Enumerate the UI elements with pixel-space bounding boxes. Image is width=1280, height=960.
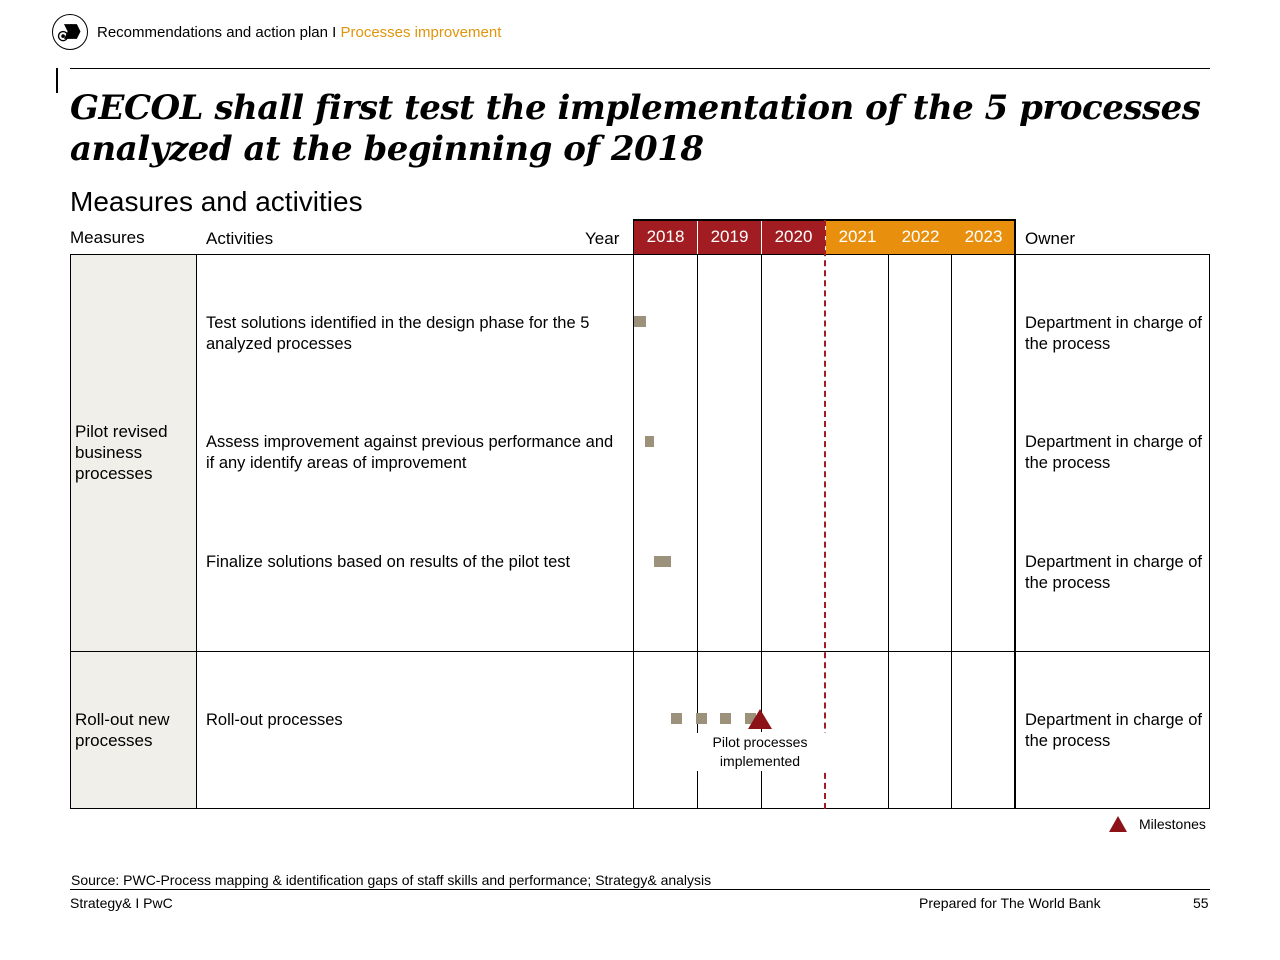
table-right-border (1209, 254, 1210, 809)
year-header: Year (585, 229, 620, 248)
year-2023: 2023 (952, 220, 1015, 254)
year-2021: 2021 (826, 220, 889, 254)
gantt-col-2020-lower (761, 770, 762, 809)
footer-prepared-for: Prepared for The World Bank (919, 895, 1101, 911)
header-rule (70, 68, 1210, 69)
activity-test-solutions: Test solutions identified in the design … (206, 314, 590, 353)
activity-assess-improvement: Assess improvement against previous perf… (206, 433, 614, 472)
gantt-col-2019 (697, 254, 698, 809)
table-top-border (70, 254, 1210, 255)
year-2019: 2019 (698, 220, 761, 254)
year-2018: 2018 (634, 220, 697, 254)
gantt-dot-rollout (696, 713, 707, 724)
breadcrumb-section: Recommendations and action plan I (97, 24, 341, 41)
owner-row-3: Department in charge of the process (1025, 553, 1203, 592)
gantt-col-2020 (761, 254, 762, 732)
footer-brand: Strategy& I PwC (70, 895, 173, 911)
gantt-left-border (633, 254, 634, 809)
gantt-dot-rollout (720, 713, 731, 724)
activities-header: Activities (206, 229, 274, 248)
source-note: Source: PWC-Process mapping & identifica… (71, 872, 712, 888)
year-2020: 2020 (762, 220, 825, 254)
owner-row-2: Department in charge of the process (1025, 433, 1203, 472)
gantt-col-2023 (951, 254, 952, 809)
breadcrumb: Recommendations and action plan I Proces… (97, 24, 501, 41)
owner-header: Owner (1025, 229, 1076, 248)
gantt-right-border (1014, 254, 1016, 809)
gantt-bar-assess-improvement (645, 436, 654, 447)
page-number: 55 (1193, 895, 1209, 911)
corner-mark (56, 68, 58, 93)
year-header-left-border (633, 219, 634, 255)
footer-rule (70, 889, 1210, 890)
measures-column-bg (71, 254, 196, 808)
activity-rollout: Roll-out processes (206, 711, 343, 729)
milestone-label: Pilot processes implemented (690, 733, 830, 771)
legend-milestone-icon (1109, 816, 1127, 832)
breadcrumb-subsection: Processes improvement (340, 24, 502, 41)
table-left-border (70, 254, 71, 809)
gantt-bar-test-solutions (634, 316, 646, 327)
gantt-dot-rollout (671, 713, 682, 724)
year-header-right-border (1014, 219, 1016, 255)
owner-row-4: Department in charge of the process (1025, 711, 1203, 750)
section-subtitle: Measures and activities (70, 186, 363, 217)
page-title: GECOL shall first test the implementatio… (70, 88, 1201, 169)
measure-rollout: Roll-out new processes (75, 710, 170, 750)
company-logo (52, 14, 88, 50)
gantt-bar-finalize-solutions (654, 556, 671, 567)
measure-pilot: Pilot revised business processes (75, 422, 168, 483)
gantt-col-2022 (888, 254, 889, 809)
measures-header: Measures (70, 228, 145, 247)
group-divider (70, 651, 1210, 652)
owner-row-1: Department in charge of the process (1025, 314, 1203, 353)
milestone-triangle-icon (748, 709, 772, 729)
year-2022: 2022 (889, 220, 952, 254)
activity-finalize-solutions: Finalize solutions based on results of t… (206, 553, 571, 571)
legend-milestones-label: Milestones (1139, 816, 1206, 832)
table-bottom-border (70, 808, 1210, 809)
plan-boundary-line (824, 220, 826, 809)
measures-divider (196, 254, 197, 809)
